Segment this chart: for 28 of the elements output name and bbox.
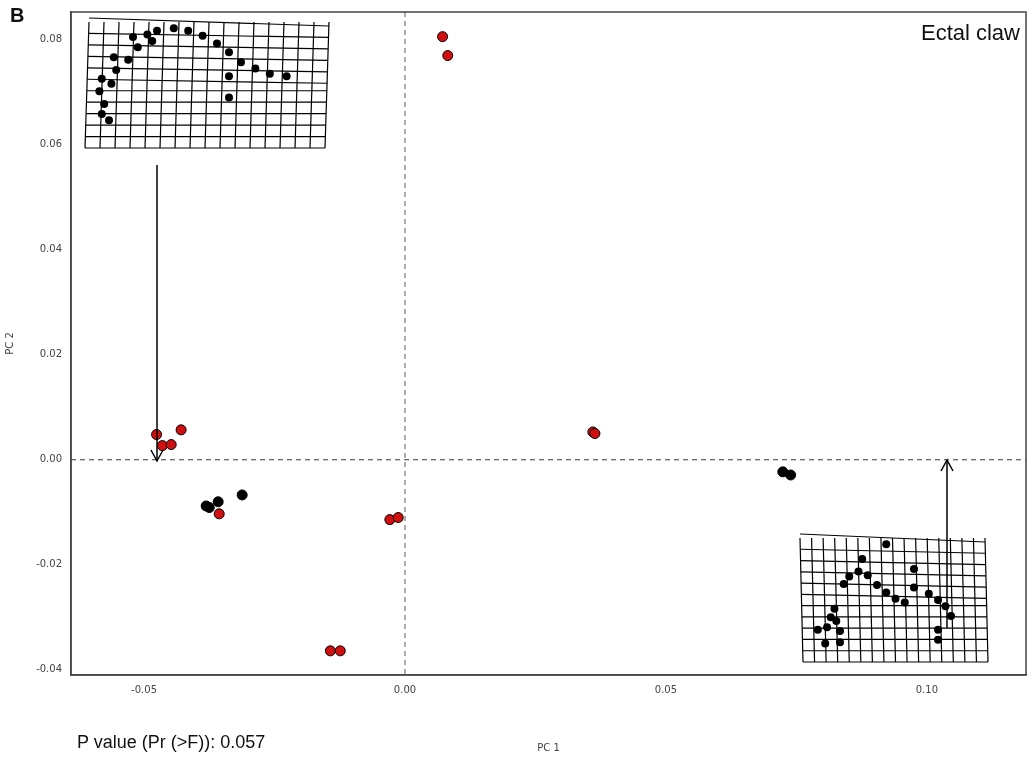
x-tick-label: 0.00	[393, 683, 417, 695]
point	[442, 50, 454, 62]
x-tick-label: 0.10	[915, 683, 938, 695]
point	[334, 645, 346, 657]
point	[324, 645, 336, 657]
y-tick-label: -0.02	[36, 558, 62, 570]
x-axis-title: PC 1	[537, 741, 560, 753]
point	[236, 489, 248, 501]
y-tick-label: 0.08	[39, 33, 62, 45]
annotation: Ectal claw	[920, 20, 1021, 45]
point	[213, 508, 225, 520]
point	[165, 439, 177, 451]
text: B	[10, 4, 25, 26]
point	[785, 469, 797, 481]
point	[384, 514, 396, 526]
y-tick-label: 0.02	[39, 348, 62, 360]
y-tick-label: 0.06	[39, 138, 62, 150]
y-tick-label: 0.04	[39, 243, 62, 255]
y-tick-label: 0.00	[39, 453, 62, 465]
point	[392, 512, 404, 524]
x-tick-label: 0.05	[654, 683, 678, 695]
point	[212, 496, 224, 508]
point	[175, 424, 187, 436]
y-axis-title: PC 2	[3, 332, 15, 355]
text: P value (Pr (>F)): 0.057	[77, 732, 266, 752]
y-tick-label: -0.04	[36, 663, 62, 675]
x-tick-label: -0.05	[131, 683, 157, 695]
point	[437, 31, 449, 43]
